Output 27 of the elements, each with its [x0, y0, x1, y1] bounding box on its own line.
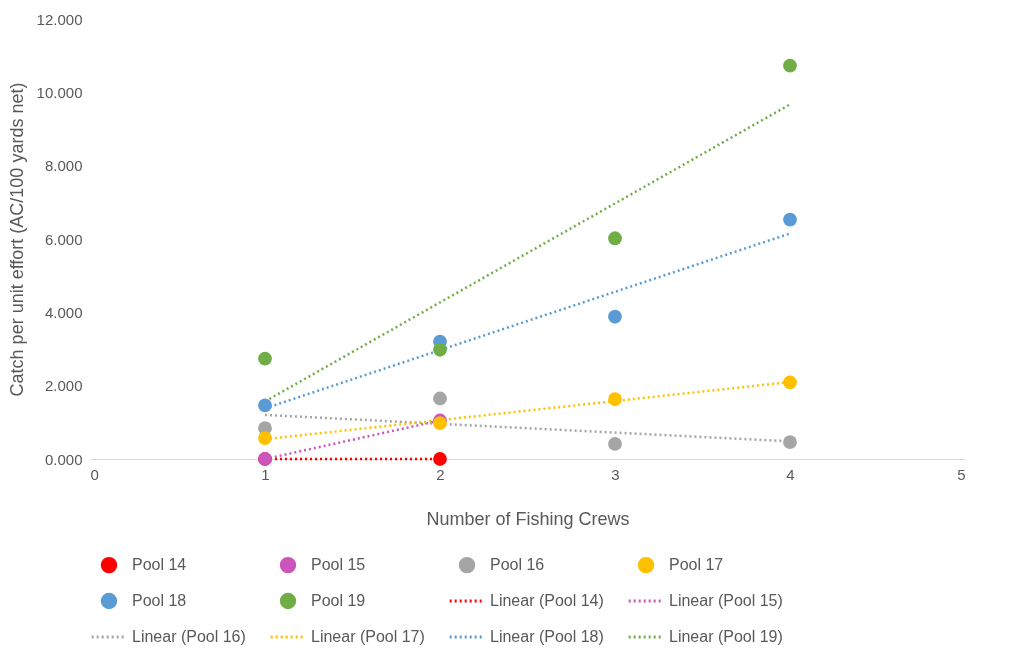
y-tick-label: 10.000	[36, 83, 83, 101]
legend-label: Pool 18	[132, 592, 187, 609]
legend-label: Pool 17	[669, 556, 724, 574]
x-axis-title: Number of Fishing Crews	[426, 508, 630, 529]
legend-label: Linear (Pool 15)	[669, 592, 783, 609]
x-tick-label: 5	[957, 465, 966, 483]
x-tick-label: 0	[90, 465, 99, 483]
legend-label: Linear (Pool 18)	[490, 628, 604, 645]
x-tick-label: 4	[786, 465, 795, 483]
legend-label: Linear (Pool 14)	[490, 592, 604, 609]
legend-label: Pool 19	[311, 592, 366, 609]
y-axis-title: Catch per unit effort (AC/100 yards net)	[6, 82, 27, 397]
x-tick-label: 2	[436, 465, 445, 483]
legend-label: Pool 15	[311, 556, 366, 574]
y-tick-label: 12.000	[36, 10, 83, 28]
y-tick-label: 4.000	[44, 303, 83, 321]
legend-label: Pool 16	[490, 556, 545, 574]
x-tick-label: 1	[261, 465, 270, 483]
legend-label: Linear (Pool 17)	[311, 628, 425, 645]
legend-label: Linear (Pool 19)	[669, 628, 783, 645]
y-tick-label: 0.000	[44, 450, 83, 468]
y-tick-label: 2.000	[44, 377, 83, 395]
x-tick-label: 3	[611, 465, 620, 483]
y-tick-label: 6.000	[44, 230, 83, 248]
y-tick-label: 8.000	[44, 157, 83, 175]
legend-label: Linear (Pool 16)	[132, 628, 246, 645]
legend-label: Pool 14	[132, 556, 187, 574]
